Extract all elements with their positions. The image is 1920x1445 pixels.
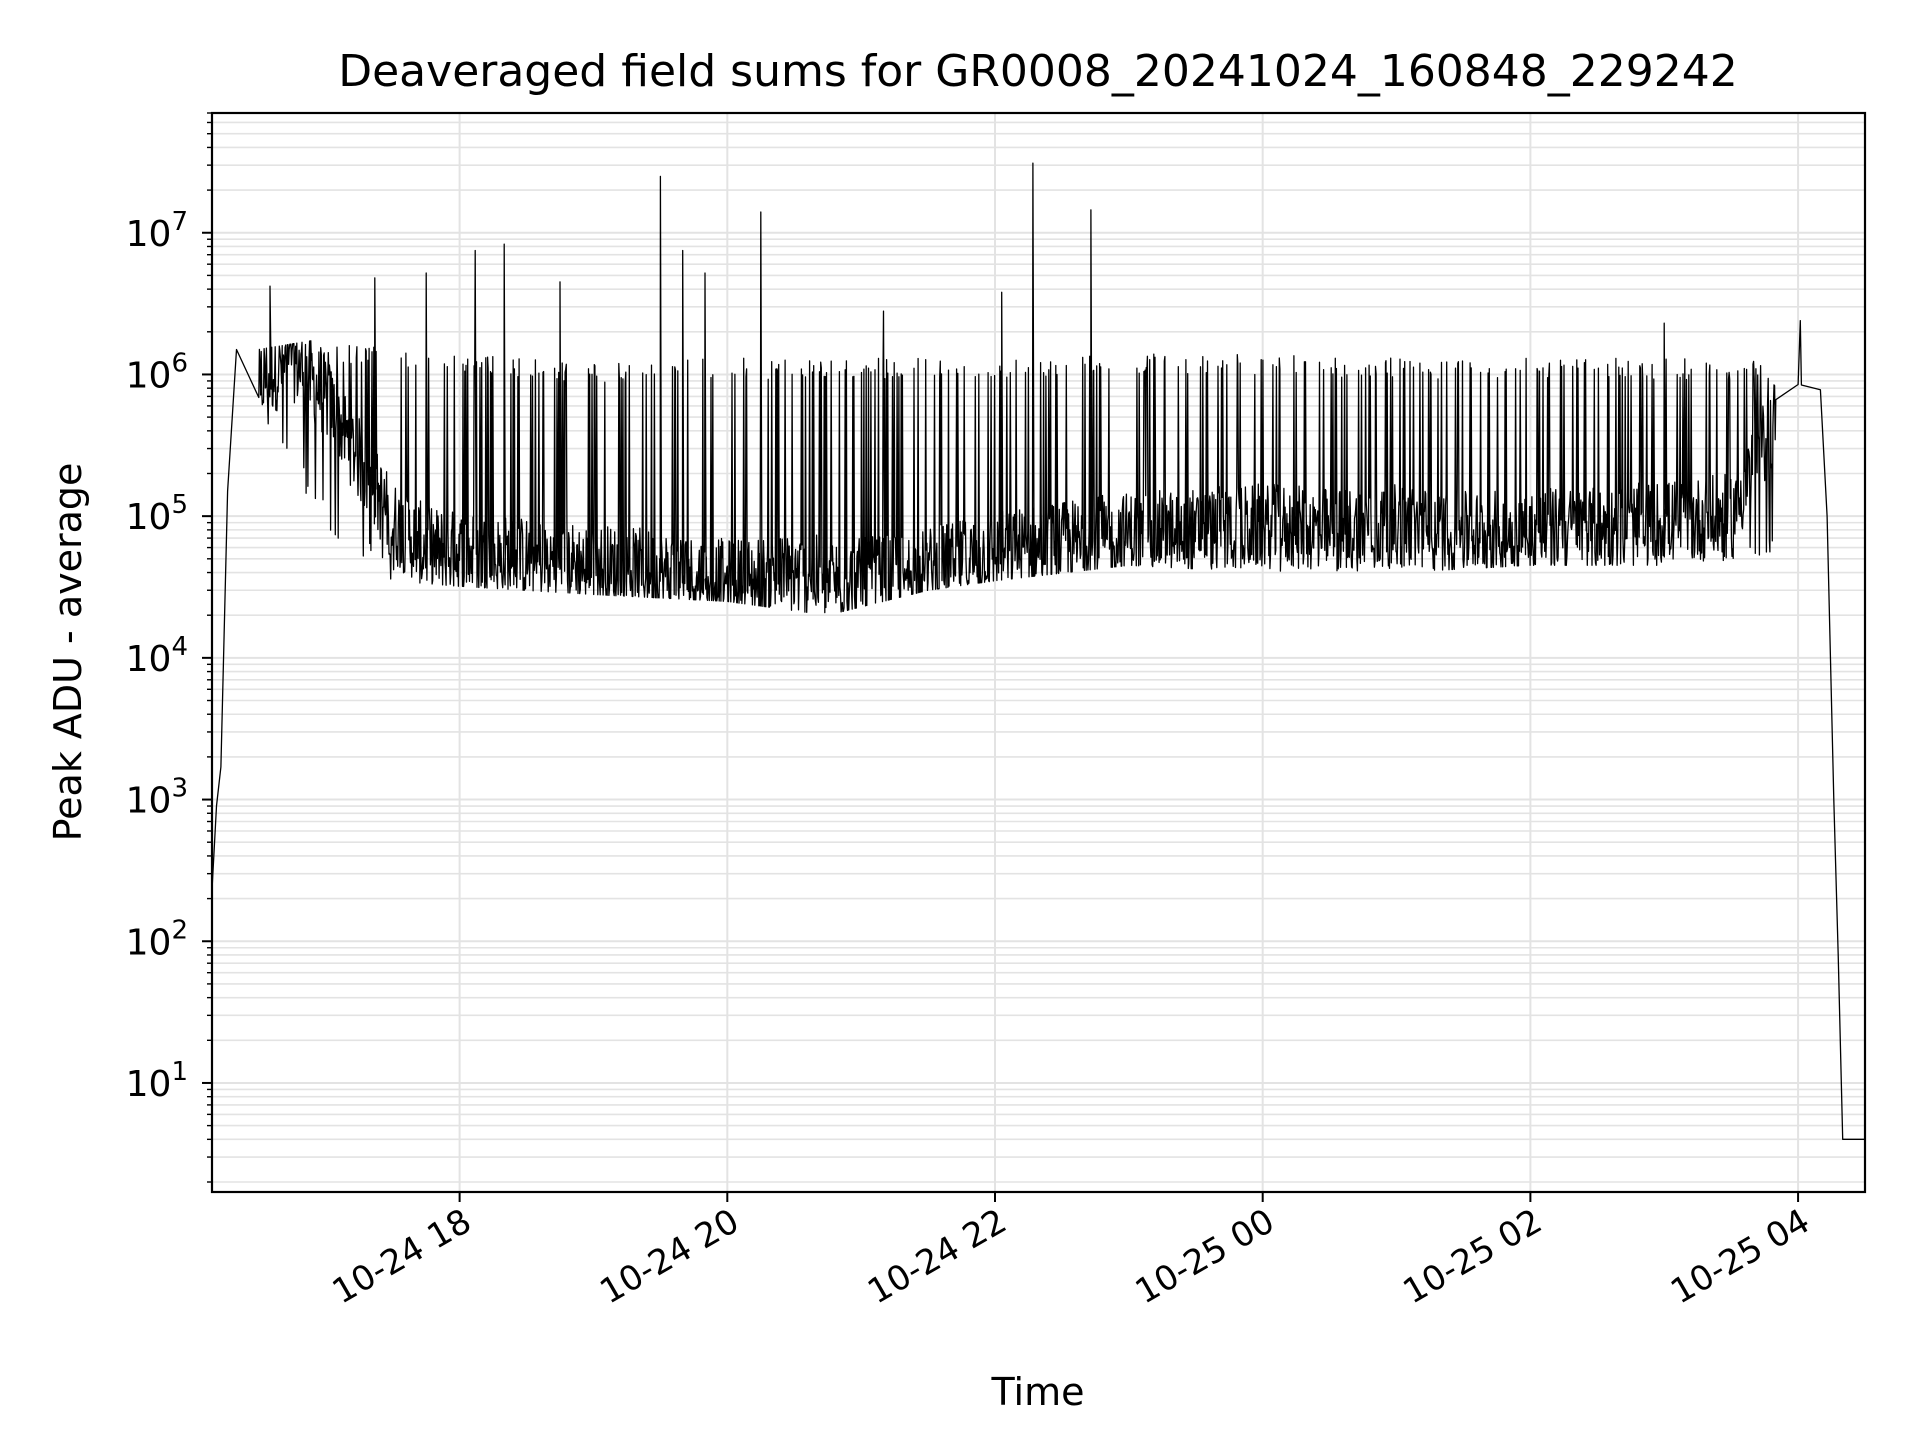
x-tick-label: 10-25 02 [1396, 1201, 1548, 1312]
x-tick-label: 10-24 22 [861, 1201, 1013, 1312]
x-axis-label: Time [991, 1370, 1085, 1414]
x-tick-label: 10-25 04 [1664, 1201, 1816, 1312]
x-tick-label: 10-24 18 [326, 1201, 478, 1312]
plot-layer [211, 162, 1865, 1140]
y-tick-label: 103 [126, 774, 188, 822]
y-tick-label: 102 [126, 915, 188, 963]
axis-layer: 10-24 18 10-24 20 10-24 22 10-25 00 10-25 02… [126, 112, 1817, 1312]
y-axis-label: Peak ADU - average [46, 463, 90, 842]
y-tick-label: 104 [126, 632, 188, 680]
y-tick-label: 106 [126, 348, 188, 396]
y-tick-label: 105 [126, 490, 188, 538]
y-tick-label: 107 [126, 207, 188, 255]
y-tick-label: 101 [126, 1057, 188, 1105]
x-tick-label: 10-25 00 [1129, 1201, 1281, 1312]
grid-layer [212, 112, 1865, 1192]
series-line [211, 162, 1865, 1140]
chart-title: Deaveraged field sums for GR0008_2024102… [338, 46, 1738, 97]
x-tick-label: 10-24 20 [593, 1201, 745, 1312]
plot-frame [210, 111, 1867, 1194]
